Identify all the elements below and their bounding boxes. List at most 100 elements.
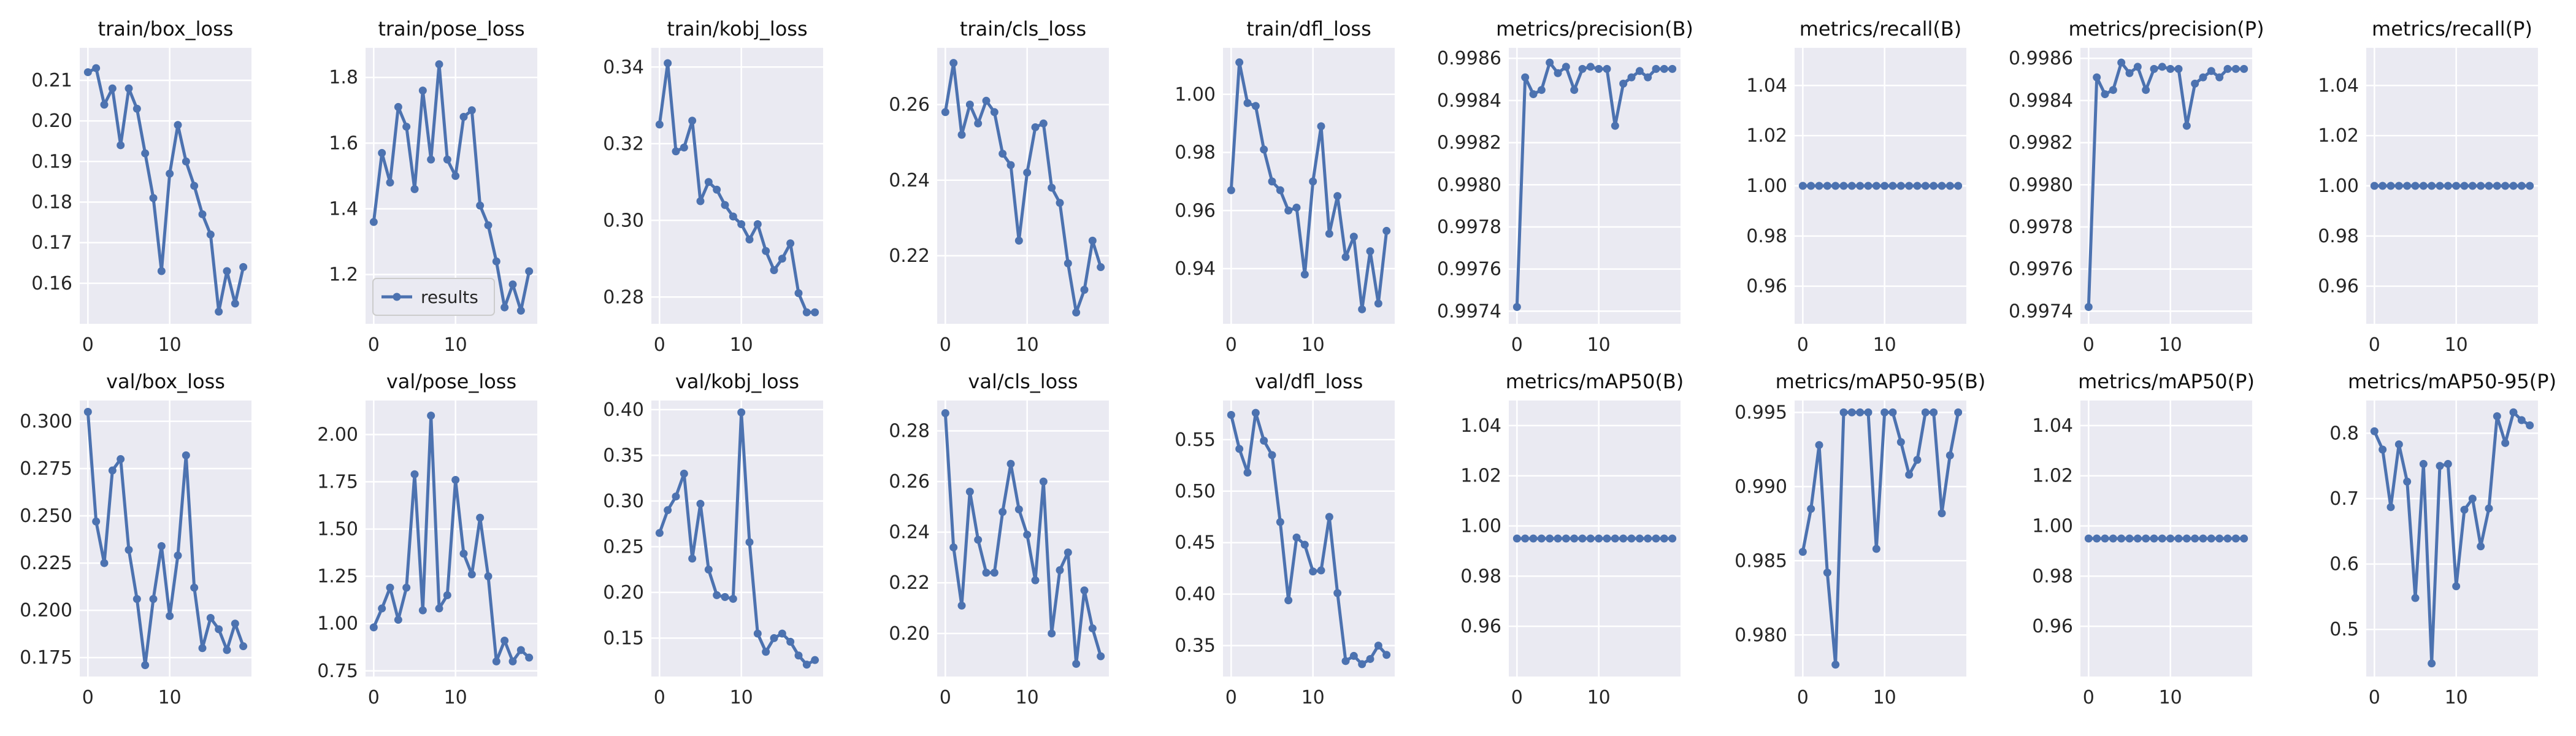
data-point (1251, 102, 1260, 110)
data-point (1945, 182, 1954, 190)
data-point (484, 221, 493, 229)
legend-marker-swatch (393, 293, 401, 301)
data-point (467, 570, 476, 579)
series-line (87, 66, 245, 313)
y-tick-label: 0.9984 (2009, 90, 2073, 112)
chart-panel: 0.96 0.98 1.00 1.02 1.04 0 10 metrics/mAP50(B) (1460, 370, 1684, 708)
data-point (990, 569, 999, 577)
chart-title: train/cls_loss (960, 17, 1086, 40)
y-tick-label: 0.9982 (1437, 132, 1501, 154)
data-point (1537, 86, 1546, 94)
data-point (762, 247, 770, 255)
y-tick-label: 1.4 (329, 199, 358, 220)
data-point (941, 409, 949, 418)
y-tick-label: 0.8 (2329, 423, 2359, 444)
x-tick-label: 10 (730, 687, 753, 708)
data-point (443, 591, 451, 599)
data-point (108, 84, 117, 93)
data-point (1586, 63, 1595, 71)
data-point (688, 554, 697, 563)
data-point (2526, 182, 2534, 190)
data-point (459, 550, 468, 558)
data-point (1014, 505, 1023, 514)
data-point (1660, 64, 1668, 73)
y-tick-label: 0.300 (20, 411, 72, 432)
data-point (1358, 660, 1367, 669)
data-point (2370, 182, 2379, 190)
x-tick-label: 0 (2083, 334, 2095, 356)
data-point (1668, 64, 1677, 73)
x-tick-label: 10 (2445, 687, 2468, 708)
data-point (2493, 412, 2501, 421)
data-point (1537, 534, 1546, 543)
x-tick-label: 10 (158, 687, 182, 708)
data-point (1896, 182, 1905, 190)
data-point (990, 108, 999, 117)
data-point (476, 513, 485, 522)
data-point (1227, 411, 1235, 420)
data-point (2501, 182, 2510, 190)
data-point (1554, 69, 1562, 77)
data-point (794, 289, 803, 297)
data-point (786, 239, 795, 248)
y-tick-label: 0.9980 (2009, 174, 2073, 196)
data-point (2436, 182, 2444, 190)
data-point (492, 257, 500, 266)
series-line (1229, 61, 1389, 311)
chart-title: metrics/recall(P) (2372, 17, 2532, 40)
data-point (2215, 73, 2224, 82)
data-point (1023, 531, 1032, 539)
data-point (2477, 542, 2485, 551)
data-point (1382, 651, 1391, 659)
data-point (1954, 182, 1963, 190)
data-point (223, 646, 231, 654)
data-point (1570, 86, 1579, 94)
data-point (2199, 73, 2207, 82)
data-point (2394, 182, 2403, 190)
data-point (239, 642, 248, 651)
data-point (1938, 182, 1946, 190)
data-point (1529, 534, 1538, 543)
y-tick-label: 0.94 (1175, 258, 1216, 280)
data-point (1652, 64, 1660, 73)
y-tick-label: 1.00 (1460, 516, 1501, 537)
data-point (2526, 421, 2534, 430)
y-tick-label: 0.980 (1735, 624, 1787, 646)
data-point (1529, 90, 1538, 99)
chart-panel: 0.16 0.17 0.18 0.19 0.20 0.21 0 10 train/box_los… (31, 17, 251, 356)
y-tick-label: 1.02 (1746, 125, 1787, 147)
data-point (957, 131, 966, 139)
y-tick-label: 1.00 (2032, 516, 2073, 537)
data-point (713, 185, 721, 194)
data-point (1317, 566, 1325, 575)
data-point (1031, 123, 1040, 131)
y-tick-label: 0.250 (20, 505, 72, 527)
data-point (2150, 64, 2158, 73)
data-point (1309, 177, 1317, 186)
x-tick-label: 0 (82, 334, 94, 356)
data-point (500, 303, 509, 312)
data-point (1031, 576, 1040, 585)
chart-panel: 0.35 0.40 0.45 0.50 0.55 0 10 val/dfl_loss (1175, 370, 1395, 708)
data-point (2460, 182, 2469, 190)
y-tick-label: 0.28 (889, 421, 930, 442)
data-point (1284, 206, 1293, 215)
y-tick-label: 1.02 (1460, 466, 1501, 487)
data-point (1341, 657, 1350, 665)
data-point (1913, 182, 1922, 190)
y-tick-label: 1.8 (329, 67, 358, 88)
x-tick-label: 0 (1797, 687, 1809, 708)
data-point (1521, 73, 1530, 82)
y-tick-label: 0.9986 (2009, 48, 2073, 69)
y-tick-label: 0.55 (1175, 429, 1216, 451)
x-tick-label: 10 (2159, 687, 2182, 708)
y-tick-label: 0.985 (1735, 550, 1787, 572)
data-point (2444, 459, 2452, 468)
y-tick-label: 0.17 (31, 232, 72, 254)
data-point (1056, 199, 1064, 207)
data-point (957, 601, 966, 610)
legend-label: results (421, 287, 478, 307)
data-point (92, 517, 101, 526)
data-point (1619, 534, 1628, 543)
data-point (1668, 534, 1677, 543)
